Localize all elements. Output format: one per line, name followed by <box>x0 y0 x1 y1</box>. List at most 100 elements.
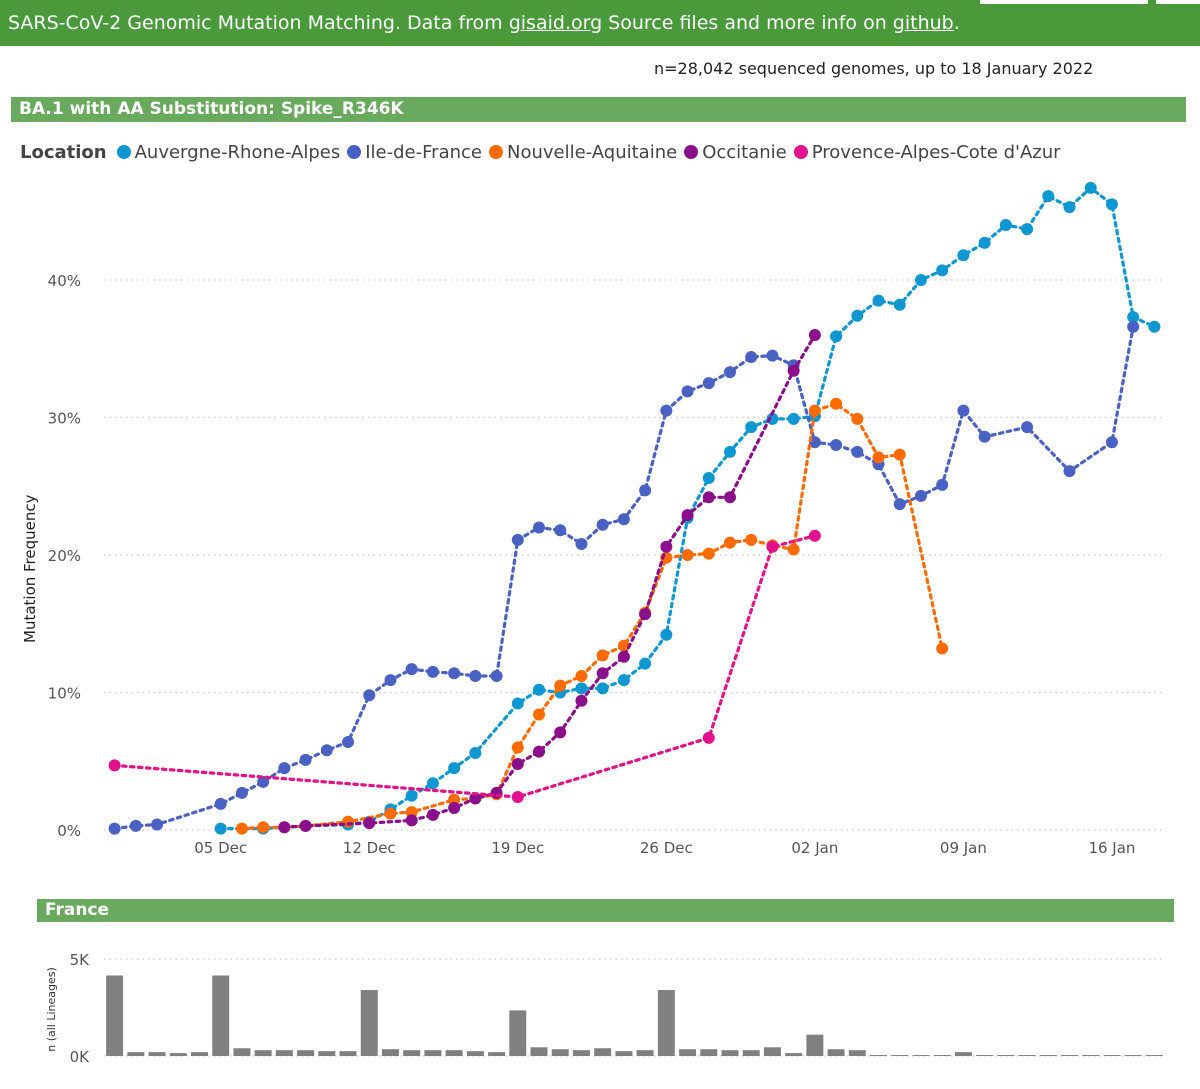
data-point <box>299 819 312 832</box>
data-point <box>808 329 821 341</box>
data-point <box>448 802 461 814</box>
data-point <box>257 821 270 834</box>
bar <box>1039 1055 1057 1056</box>
x-tick-label: 02 Jan <box>791 839 838 857</box>
bar-y-tick-label: 0K <box>70 1048 91 1066</box>
data-point <box>999 219 1012 231</box>
series-line <box>282 333 817 829</box>
data-point <box>851 445 864 458</box>
legend-item[interactable]: Occitanie <box>684 142 787 163</box>
x-tick-label: 19 Dec <box>491 839 544 857</box>
data-point <box>554 524 567 537</box>
bar <box>275 1050 293 1056</box>
data-point <box>723 366 736 379</box>
x-tick-label: 16 Jan <box>1088 839 1135 857</box>
bar <box>148 1052 166 1056</box>
data-point <box>405 663 418 676</box>
bar <box>679 1049 697 1056</box>
bar <box>636 1050 654 1056</box>
data-point <box>235 786 248 799</box>
data-point <box>511 697 524 710</box>
data-point <box>342 736 355 748</box>
data-point <box>723 536 736 549</box>
data-point <box>575 538 588 550</box>
data-point <box>363 817 376 830</box>
bar-chart: 0K 5K n (all Lineages) <box>45 951 1165 1066</box>
data-point <box>533 521 546 534</box>
data-point <box>893 498 906 511</box>
legend-label: Nouvelle-Aquitaine <box>506 141 678 163</box>
data-point <box>575 694 588 707</box>
bar <box>530 1047 548 1056</box>
data-point <box>851 309 864 322</box>
data-point <box>575 682 588 695</box>
data-point <box>575 670 588 682</box>
data-point <box>766 349 779 362</box>
bar <box>912 1055 930 1056</box>
data-point <box>936 642 949 655</box>
bar <box>381 1049 399 1056</box>
data-point <box>1105 198 1118 211</box>
data-point <box>426 665 439 678</box>
legend-item[interactable]: Ile-de-France <box>347 142 482 163</box>
legend-label: Ile-de-France <box>365 141 482 163</box>
bar <box>742 1050 760 1056</box>
data-point <box>702 491 715 504</box>
data-point <box>660 404 673 417</box>
data-point <box>639 608 652 621</box>
bar <box>233 1048 251 1056</box>
bar <box>976 1055 994 1056</box>
data-point <box>426 777 439 790</box>
legend-item[interactable]: Provence-Alpes-Cote d'Azur <box>793 142 1061 163</box>
data-point <box>787 364 800 377</box>
banner-tab-small[interactable] <box>1156 0 1200 4</box>
bar <box>360 990 378 1056</box>
bar <box>657 990 675 1056</box>
data-point <box>363 689 376 702</box>
gisaid-link[interactable]: gisaid.org <box>508 12 603 34</box>
data-point <box>914 489 927 502</box>
data-point <box>511 758 524 770</box>
data-point <box>299 753 312 766</box>
data-point <box>787 412 800 425</box>
bar <box>339 1051 357 1056</box>
data-point <box>830 439 843 451</box>
data-point <box>214 797 227 810</box>
bar-y-tick-label: 5K <box>70 951 91 969</box>
bar <box>1018 1055 1036 1056</box>
legend-item[interactable]: Auvergne-Rhone-Alpes <box>116 141 341 163</box>
legend-item[interactable]: Nouvelle-Aquitaine <box>488 141 678 163</box>
series-line <box>112 534 817 799</box>
banner-text: SARS-CoV-2 Genomic Mutation Matching. Da… <box>8 0 960 46</box>
bar <box>191 1052 208 1056</box>
data-point <box>108 822 121 835</box>
data-point <box>278 821 291 834</box>
data-point <box>1042 190 1055 203</box>
x-tick-label: 05 Dec <box>194 839 247 857</box>
data-point <box>533 745 546 758</box>
github-link[interactable]: github <box>892 12 954 34</box>
data-point <box>1063 465 1076 478</box>
data-point <box>808 529 821 542</box>
y-axis-label: Mutation Frequency <box>21 494 39 643</box>
banner-suffix: . <box>953 12 960 34</box>
data-point <box>936 264 949 277</box>
x-tick-label: 26 Dec <box>640 839 693 857</box>
bar <box>721 1050 739 1056</box>
data-point <box>511 791 524 803</box>
bar <box>297 1050 315 1056</box>
legend-label: Auvergne-Rhone-Alpes <box>134 141 341 163</box>
data-point <box>596 649 609 662</box>
bar <box>870 1055 888 1056</box>
data-point <box>342 815 355 828</box>
data-point <box>214 822 227 835</box>
data-point <box>893 448 906 461</box>
bar <box>827 1049 845 1056</box>
data-point <box>702 731 715 744</box>
data-point <box>957 404 970 417</box>
data-point <box>617 650 630 663</box>
x-tick-label: 09 Jan <box>940 839 987 857</box>
data-point <box>787 543 800 556</box>
top-banner: SARS-CoV-2 Genomic Mutation Matching. Da… <box>0 0 1200 46</box>
banner-tab[interactable] <box>980 0 1148 4</box>
